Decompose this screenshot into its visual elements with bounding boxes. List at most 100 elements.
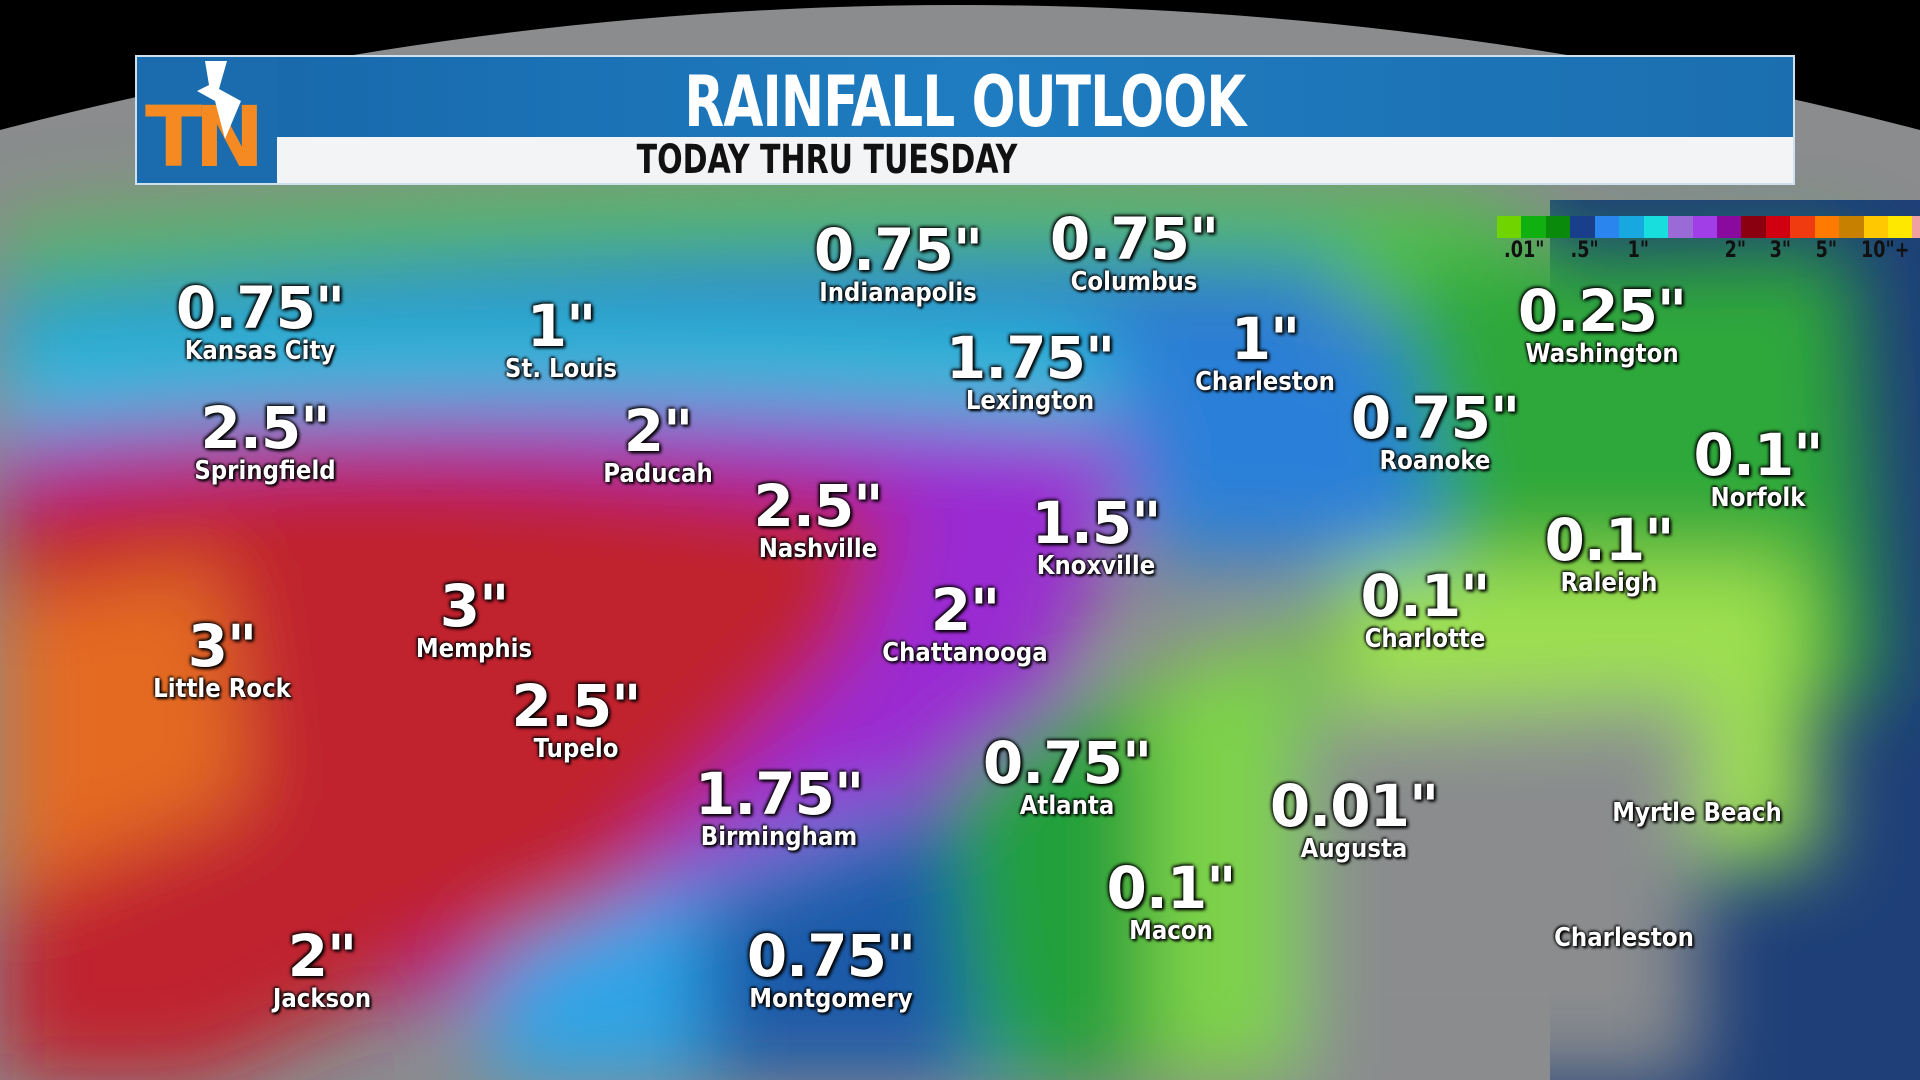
legend-swatch (1888, 216, 1913, 238)
city-name: Washington (1525, 339, 1679, 369)
city-label: 2" Jackson (266, 922, 378, 1014)
city-label: 0.75" Columbus (1049, 205, 1219, 297)
city-name: Columbus (1070, 267, 1198, 297)
legend-swatch (1839, 216, 1864, 238)
legend-swatch (1863, 216, 1888, 238)
logo-text: TN (145, 88, 265, 186)
rain-value: 0.75" (982, 729, 1152, 797)
city-name: Tupelo (533, 734, 619, 764)
subtitle-band: TODAY THRU TUESDAY .01" .5" 1" 2" 3" 5" … (277, 137, 1920, 263)
rain-value: 3" (439, 572, 510, 640)
rain-value: 0.75" (1049, 205, 1219, 273)
rain-value: 0.75" (1350, 384, 1520, 452)
tn-logo: TN (137, 57, 277, 183)
legend-swatch (1912, 216, 1920, 238)
legend-swatches (1497, 216, 1920, 238)
city-label: 0.75" Atlanta (982, 729, 1152, 821)
city-label: Charleston (1545, 923, 1704, 953)
city-label: 3" Memphis (408, 572, 540, 664)
legend-swatch (1765, 216, 1791, 238)
city-name: Montgomery (749, 984, 913, 1014)
legend-swatch (1594, 216, 1620, 238)
legend-ticks: .01" .5" 1" 2" 3" 5" 10"+ (1497, 238, 1920, 263)
rain-value: 0.01" (1269, 772, 1439, 840)
legend-swatch (1545, 216, 1571, 238)
legend-swatch (1692, 216, 1717, 238)
city-name: Little Rock (153, 674, 291, 704)
rain-value: 2.5" (200, 394, 331, 462)
rain-value: 0.1" (1360, 562, 1491, 630)
rain-value: 3" (187, 612, 258, 680)
legend-swatch (1668, 216, 1693, 238)
city-name: St. Louis (504, 354, 618, 384)
city-label: 1.75" Birmingham (690, 760, 868, 852)
city-label: 2.5" Nashville (751, 472, 886, 564)
legend-label: .01" (1504, 238, 1545, 263)
city-label: 2" Paducah (596, 397, 721, 489)
legend-label: 3" (1769, 238, 1792, 263)
rain-value: 2" (930, 576, 1001, 644)
city-label: 0.25" Washington (1515, 277, 1689, 369)
rain-value: 2" (623, 397, 694, 465)
rain-value: 0.75" (813, 216, 983, 284)
rainfall-legend: .01" .5" 1" 2" 3" 5" 10"+ (1497, 216, 1920, 263)
city-name: Charleston (1195, 367, 1335, 397)
title-band: RAINFALL OUTLOOK (137, 57, 1793, 143)
legend-label: 5" (1815, 238, 1838, 263)
city-name: Springfield (194, 456, 336, 486)
rain-value: 2.5" (753, 472, 884, 540)
legend-swatch (1619, 216, 1644, 238)
city-name: Paducah (603, 459, 713, 489)
legend-swatch (1716, 216, 1742, 238)
city-label: 0.75" Kansas City (174, 274, 345, 366)
header-banner: RAINFALL OUTLOOK TODAY THRU TUESDAY .01"… (135, 55, 1920, 263)
legend-swatch (1741, 216, 1766, 238)
legend-label: .5" (1570, 238, 1599, 263)
city-name: Roanoke (1379, 446, 1491, 476)
city-name: Jackson (272, 984, 372, 1014)
legend-label: 1" (1627, 238, 1650, 263)
legend-swatch (1570, 216, 1595, 238)
rain-value: 1" (1230, 305, 1301, 373)
legend-label: 2" (1724, 238, 1747, 263)
city-name: Charleston (1554, 923, 1694, 953)
city-label: 0.1" Raleigh (1545, 511, 1675, 598)
lightning-bolt-icon (197, 61, 241, 139)
legend-swatch (1521, 216, 1546, 238)
city-name: Nashville (758, 534, 878, 564)
city-label: 0.75" Roanoke (1350, 384, 1520, 476)
rain-value: 1.75" (694, 760, 864, 828)
legend-swatch (1497, 216, 1522, 238)
city-name: Indianapolis (819, 278, 977, 308)
rain-value: 1.5" (1031, 489, 1162, 557)
city-label: 1.75" Lexington (945, 324, 1115, 416)
rain-value: 2" (287, 922, 358, 990)
city-label: 1" St. Louis (497, 292, 624, 384)
city-name: Birmingham (700, 822, 858, 852)
city-label: 2.5" Tupelo (512, 677, 642, 764)
subtitle: TODAY THRU TUESDAY (636, 137, 1018, 183)
rain-value: 1" (526, 292, 597, 360)
rain-value: 0.25" (1517, 277, 1687, 345)
legend-swatch (1814, 216, 1840, 238)
city-label: 2.5" Springfield (185, 394, 346, 486)
legend-swatch (1643, 216, 1669, 238)
city-name: Norfolk (1710, 483, 1806, 513)
city-label: Myrtle Beach (1601, 798, 1794, 828)
legend-label: 10"+ (1861, 238, 1910, 263)
city-name: Myrtle Beach (1612, 798, 1782, 828)
rain-value: 0.75" (175, 274, 345, 342)
city-label: 0.1" Macon (1106, 854, 1237, 946)
page-title: RAINFALL OUTLOOK (684, 61, 1246, 143)
city-label: 0.1" Norfolk (1693, 421, 1824, 513)
city-name: Knoxville (1036, 551, 1156, 581)
city-label: 1.5" Knoxville (1029, 489, 1164, 581)
city-name: Augusta (1300, 834, 1408, 864)
city-name: Charlotte (1364, 624, 1486, 654)
rain-value: 0.1" (1693, 421, 1824, 489)
city-label: 2" Chattanooga (871, 576, 1059, 668)
rain-value: 1.75" (945, 324, 1115, 392)
rain-value: 0.1" (1106, 854, 1237, 922)
city-name: Kansas City (184, 336, 336, 366)
city-label: 0.75" Indianapolis (808, 216, 987, 308)
